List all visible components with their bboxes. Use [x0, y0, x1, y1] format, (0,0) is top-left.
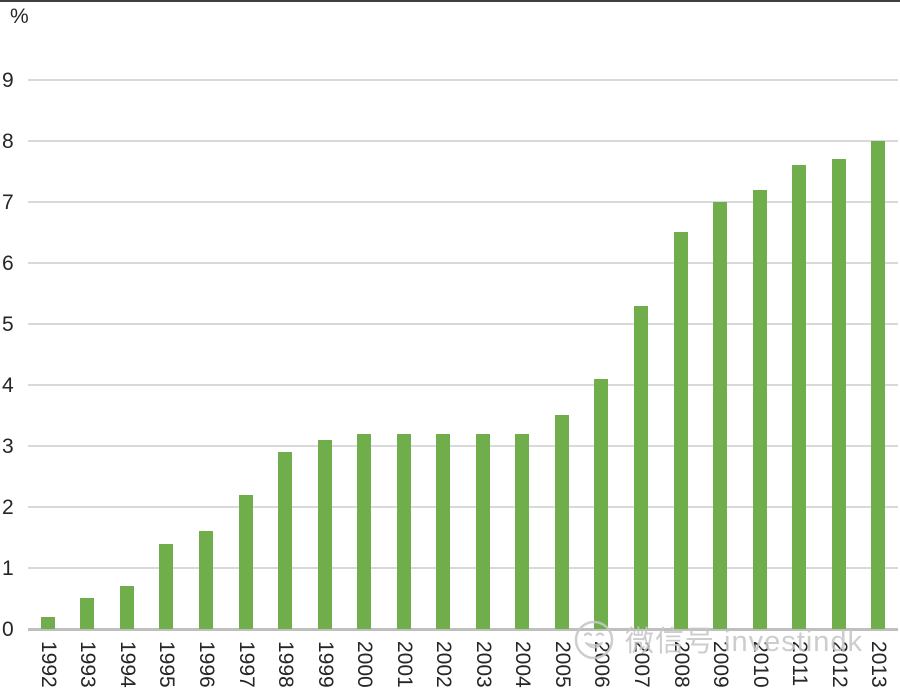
y-tick-label-7: 7	[2, 191, 14, 214]
x-tick-label-1996: 1996	[195, 641, 218, 688]
bar-2011	[792, 165, 806, 629]
y-tick-label-5: 5	[2, 313, 14, 336]
y-tick-label-3: 3	[2, 435, 14, 458]
bar-1998	[278, 452, 292, 629]
wechat-smiley-icon	[574, 620, 614, 660]
x-tick-label-1994: 1994	[116, 641, 139, 688]
x-tick-label-1999: 1999	[314, 641, 337, 688]
bar-2006	[594, 379, 608, 629]
bar-1992	[41, 617, 55, 629]
bar-2005	[555, 415, 569, 629]
x-axis-line	[28, 628, 898, 631]
bar-1995	[159, 544, 173, 629]
gridline-y8	[28, 140, 898, 142]
y-tick-label-8: 8	[2, 130, 14, 153]
bar-2001	[397, 434, 411, 629]
gridline-y5	[28, 323, 898, 325]
bar-1997	[239, 495, 253, 629]
x-tick-label-1997: 1997	[235, 641, 258, 688]
y-tick-label-9: 9	[2, 69, 14, 92]
gridline-y2	[28, 506, 898, 508]
y-tick-label-1: 1	[2, 557, 14, 580]
x-tick-label-2002: 2002	[432, 641, 455, 688]
y-tick-label-2: 2	[2, 496, 14, 519]
gridline-y7	[28, 201, 898, 203]
watermark: 微信号 investindk	[571, 616, 863, 662]
x-tick-label-1998: 1998	[274, 641, 297, 688]
x-tick-label-2013: 2013	[867, 641, 890, 688]
x-tick-label-1993: 1993	[76, 641, 99, 688]
y-axis-unit-label: %	[10, 5, 29, 28]
bar-2012	[832, 159, 846, 629]
x-tick-label-2000: 2000	[353, 641, 376, 688]
bar-2013	[871, 141, 885, 629]
x-tick-label-1995: 1995	[155, 641, 178, 688]
y-tick-label-0: 0	[2, 618, 14, 641]
gridline-y3	[28, 445, 898, 447]
top-border-line	[0, 0, 900, 2]
bar-2004	[515, 434, 529, 629]
y-tick-label-4: 4	[2, 374, 14, 397]
gridline-y9	[28, 79, 898, 81]
bar-2009	[713, 202, 727, 629]
bar-1993	[80, 598, 94, 629]
bar-2000	[357, 434, 371, 629]
x-tick-label-2001: 2001	[393, 641, 416, 688]
x-tick-label-2003: 2003	[472, 641, 495, 688]
gridline-y1	[28, 567, 898, 569]
x-tick-label-2004: 2004	[511, 641, 534, 688]
bar-2003	[476, 434, 490, 629]
bar-2002	[436, 434, 450, 629]
x-tick-label-1992: 1992	[37, 641, 60, 688]
y-tick-label-6: 6	[2, 252, 14, 275]
gridline-y6	[28, 262, 898, 264]
bar-2008	[674, 232, 688, 629]
bar-1996	[199, 531, 213, 629]
bar-2007	[634, 306, 648, 629]
bar-2010	[753, 190, 767, 629]
gridline-y4	[28, 384, 898, 386]
watermark-text: 微信号 investindk	[625, 626, 864, 658]
x-tick-label-2005: 2005	[551, 641, 574, 688]
bar-1999	[318, 440, 332, 629]
bar-1994	[120, 586, 134, 629]
